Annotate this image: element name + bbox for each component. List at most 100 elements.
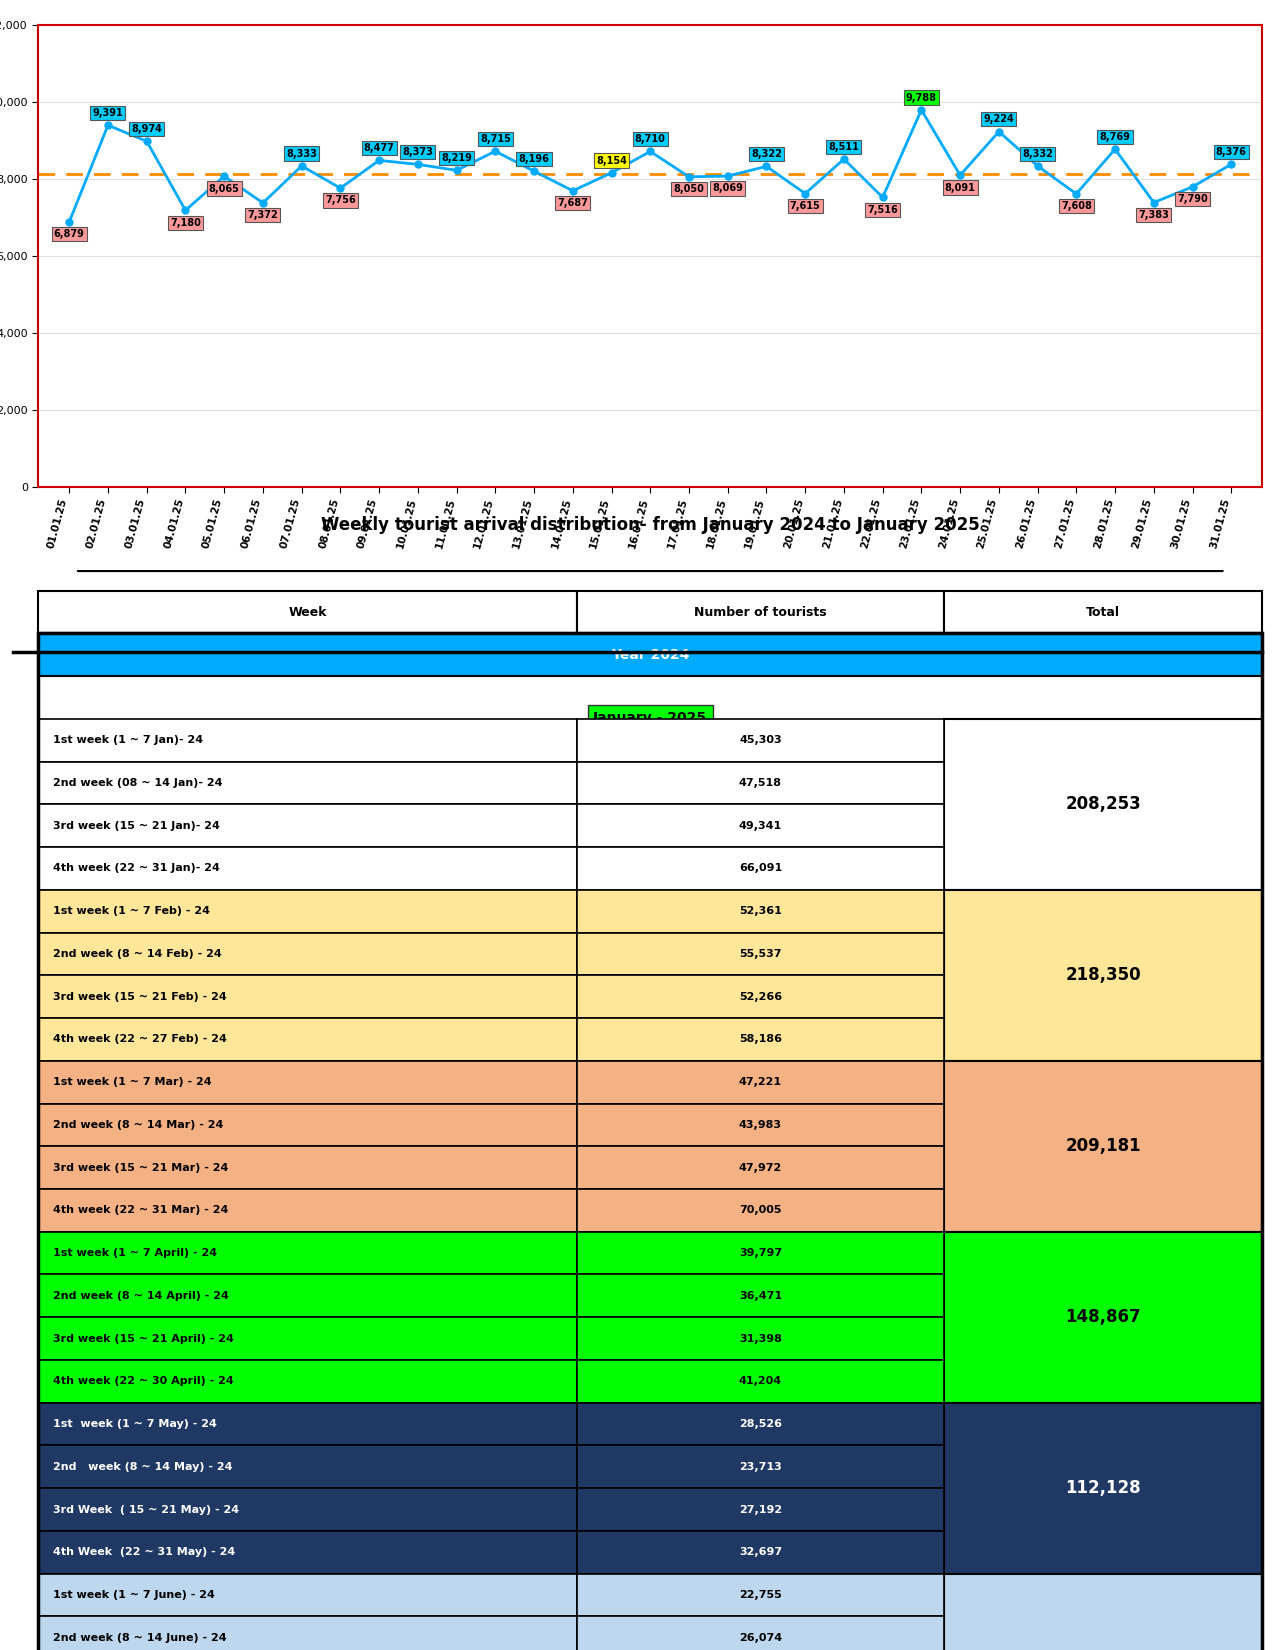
- Text: 7,180: 7,180: [170, 218, 201, 228]
- Text: Year 2024: Year 2024: [611, 648, 690, 662]
- Text: 49,341: 49,341: [738, 820, 782, 830]
- Bar: [576, 1531, 944, 1574]
- Bar: [38, 762, 576, 805]
- Bar: [576, 1190, 944, 1233]
- Text: Number of daily arrivals: Number of daily arrivals: [326, 771, 496, 784]
- Text: 27,192: 27,192: [738, 1505, 782, 1515]
- Text: 55,537: 55,537: [740, 949, 782, 959]
- Bar: [576, 1274, 944, 1317]
- Text: 8,154: 8,154: [597, 155, 627, 165]
- Bar: [576, 1360, 944, 1402]
- Text: 112,128: 112,128: [1066, 1478, 1141, 1497]
- Text: 8,477: 8,477: [363, 144, 394, 153]
- Text: 2nd week (8 ~ 14 Feb) - 24: 2nd week (8 ~ 14 Feb) - 24: [54, 949, 222, 959]
- Text: 208,253: 208,253: [1065, 795, 1141, 813]
- Bar: [576, 1617, 944, 1650]
- Text: 1st week (1 ~ 7 April) - 24: 1st week (1 ~ 7 April) - 24: [54, 1247, 217, 1257]
- Text: 7,615: 7,615: [789, 201, 821, 211]
- Text: 3rd Week  ( 15 ~ 21 May) - 24: 3rd Week ( 15 ~ 21 May) - 24: [54, 1505, 240, 1515]
- Bar: [38, 1445, 576, 1488]
- Text: Weekly tourist arrival distribution- from January 2024 to January 2025: Weekly tourist arrival distribution- fro…: [321, 515, 979, 533]
- Bar: [576, 1574, 944, 1617]
- Bar: [576, 1402, 944, 1445]
- Text: 8,974: 8,974: [131, 124, 162, 134]
- Text: 7,608: 7,608: [1061, 201, 1091, 211]
- Text: 4th week (22 ~ 30 April) - 24: 4th week (22 ~ 30 April) - 24: [54, 1376, 233, 1386]
- Bar: [944, 1402, 1262, 1574]
- Bar: [944, 591, 1262, 634]
- Bar: [576, 889, 944, 932]
- Text: 3rd week (15 ~ 21 Feb) - 24: 3rd week (15 ~ 21 Feb) - 24: [54, 992, 227, 1002]
- Text: 45,303: 45,303: [740, 736, 782, 746]
- Bar: [38, 1274, 576, 1317]
- Text: 8,376: 8,376: [1216, 147, 1247, 157]
- Bar: [576, 1488, 944, 1531]
- Text: 218,350: 218,350: [1066, 967, 1141, 985]
- Bar: [38, 805, 576, 846]
- Text: 8,332: 8,332: [1023, 148, 1053, 158]
- Text: 7,687: 7,687: [557, 198, 588, 208]
- Text: 28,526: 28,526: [740, 1419, 782, 1429]
- Text: January - 2025: January - 2025: [593, 711, 708, 724]
- Text: 43,983: 43,983: [740, 1120, 782, 1130]
- Bar: [576, 1233, 944, 1274]
- Bar: [38, 1147, 576, 1190]
- Text: 47,972: 47,972: [738, 1163, 782, 1173]
- Bar: [576, 1445, 944, 1488]
- Text: 3rd week (15 ~ 21 April) - 24: 3rd week (15 ~ 21 April) - 24: [54, 1333, 233, 1343]
- Text: Total: Total: [1086, 606, 1121, 619]
- Text: 2nd week (8 ~ 14 Mar) - 24: 2nd week (8 ~ 14 Mar) - 24: [54, 1120, 223, 1130]
- Text: 58,186: 58,186: [740, 1035, 782, 1044]
- Text: 8,333: 8,333: [286, 148, 317, 158]
- Text: 8,715: 8,715: [479, 134, 511, 144]
- Bar: [38, 1360, 576, 1402]
- Bar: [38, 719, 576, 762]
- Bar: [576, 762, 944, 805]
- Text: 148,867: 148,867: [1066, 1308, 1141, 1327]
- Text: 8,710: 8,710: [635, 134, 666, 144]
- Text: 8,511: 8,511: [829, 142, 859, 152]
- Bar: [38, 1488, 576, 1531]
- Text: 66,091: 66,091: [738, 863, 782, 873]
- Text: 4th Week  (22 ~ 31 May) - 24: 4th Week (22 ~ 31 May) - 24: [54, 1548, 235, 1558]
- Text: 8,373: 8,373: [403, 147, 434, 157]
- Text: 1st  week (1 ~ 7 May) - 24: 1st week (1 ~ 7 May) - 24: [54, 1419, 217, 1429]
- Text: 8,065: 8,065: [209, 183, 240, 193]
- Text: 26,074: 26,074: [738, 1634, 782, 1643]
- Text: 6,879: 6,879: [54, 229, 84, 239]
- Bar: [576, 1061, 944, 1104]
- Text: 39,797: 39,797: [738, 1247, 782, 1257]
- Text: 4th week (22 ~ 31 Jan)- 24: 4th week (22 ~ 31 Jan)- 24: [54, 863, 219, 873]
- Text: 9,224: 9,224: [983, 114, 1014, 124]
- Bar: [38, 975, 576, 1018]
- Bar: [38, 1190, 576, 1233]
- Bar: [38, 591, 576, 634]
- Bar: [944, 1061, 1262, 1233]
- Text: 36,471: 36,471: [738, 1290, 782, 1300]
- Text: 8,219: 8,219: [441, 153, 472, 163]
- Text: 2nd week (08 ~ 14 Jan)- 24: 2nd week (08 ~ 14 Jan)- 24: [54, 779, 222, 789]
- Text: 23,713: 23,713: [740, 1462, 782, 1472]
- Text: 7,383: 7,383: [1139, 210, 1169, 219]
- Text: 1st week (1 ~ 7 Feb) - 24: 1st week (1 ~ 7 Feb) - 24: [54, 906, 210, 916]
- Text: 7,516: 7,516: [867, 205, 898, 214]
- Text: 1st week (1 ~ 7 June) - 24: 1st week (1 ~ 7 June) - 24: [54, 1591, 214, 1600]
- Text: 209,181: 209,181: [1066, 1137, 1141, 1155]
- Text: 31,398: 31,398: [740, 1333, 782, 1343]
- Bar: [944, 1574, 1262, 1650]
- Bar: [576, 846, 944, 889]
- Text: Week: Week: [288, 606, 326, 619]
- Bar: [38, 846, 576, 889]
- Bar: [944, 889, 1262, 1061]
- Text: 7,756: 7,756: [325, 195, 356, 206]
- Text: 3rd week (15 ~ 21 Jan)- 24: 3rd week (15 ~ 21 Jan)- 24: [54, 820, 219, 830]
- Bar: [576, 975, 944, 1018]
- Text: 7,790: 7,790: [1177, 195, 1207, 205]
- Bar: [38, 1061, 576, 1104]
- Text: 1st week (1 ~ 7 Mar) - 24: 1st week (1 ~ 7 Mar) - 24: [54, 1077, 212, 1087]
- Text: 9,391: 9,391: [93, 107, 124, 117]
- Text: 32,697: 32,697: [738, 1548, 782, 1558]
- Bar: [576, 1104, 944, 1147]
- Text: Average value of the month: Average value of the month: [790, 771, 987, 784]
- Bar: [38, 1402, 576, 1445]
